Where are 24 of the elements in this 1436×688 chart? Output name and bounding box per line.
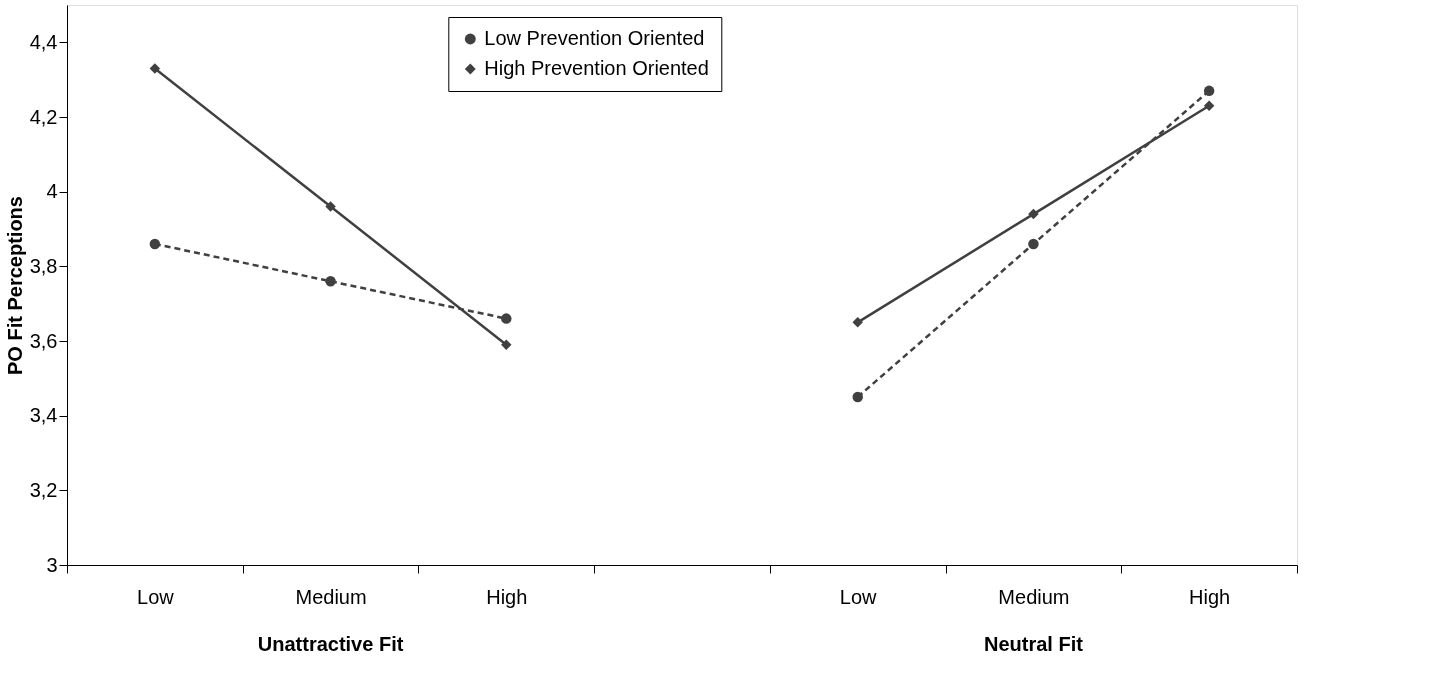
y-tick-label: 3 (46, 553, 58, 576)
y-tick-label: 4,4 (29, 30, 58, 53)
x-tick-label: Medium (998, 585, 1070, 608)
point (149, 63, 161, 74)
y-tick-label: 4 (46, 180, 58, 203)
y-axis-title: PO Fit Perceptions (3, 196, 26, 375)
point (325, 201, 336, 212)
y-tick-label: 3,4 (29, 404, 58, 427)
x-tick-label: High (486, 585, 528, 608)
x-tick-label: Low (839, 585, 878, 608)
y-tick-label: 3,8 (29, 254, 58, 277)
point (852, 391, 863, 403)
legend-label: Low Prevention Oriented (484, 27, 705, 49)
y-tick-label: 4,2 (29, 105, 58, 128)
text: Neutral Fit (983, 633, 1084, 655)
text: Unattractive Fit (257, 633, 404, 655)
x-tick-label: Low (137, 585, 175, 608)
y-tick-label: 3,6 (29, 329, 58, 352)
x-tick-label: High (1189, 585, 1231, 608)
y-tick-label: 3,2 (29, 478, 58, 501)
point (501, 339, 512, 350)
x-tick-label: Medium (295, 585, 367, 608)
legend-label: High Prevention Oriented (484, 57, 709, 79)
point (1203, 85, 1215, 97)
